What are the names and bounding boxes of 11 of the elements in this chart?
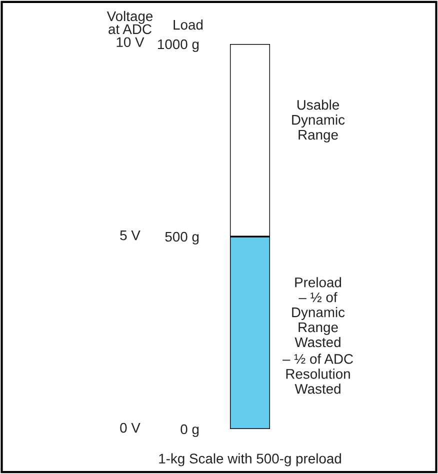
y-axis-title: Load xyxy=(174,20,203,30)
y-tick-label: 500 g xyxy=(165,232,199,244)
y-tick-label: 1000 g xyxy=(158,39,199,52)
text: 0 V xyxy=(120,422,140,433)
y-tick-label: 0 g xyxy=(180,424,199,437)
text: – ½ of ADC Resolution Wasted xyxy=(282,354,353,394)
text: Usable Dynamic Range xyxy=(292,100,345,142)
text: Preload – ½ of Dynamic Range Wasted xyxy=(292,277,345,348)
text: 5 V xyxy=(120,230,140,240)
x-axis-title: 1-kg Scale with 500-g preload xyxy=(159,453,341,466)
text: Voltage at ADC 10 V xyxy=(106,10,153,48)
